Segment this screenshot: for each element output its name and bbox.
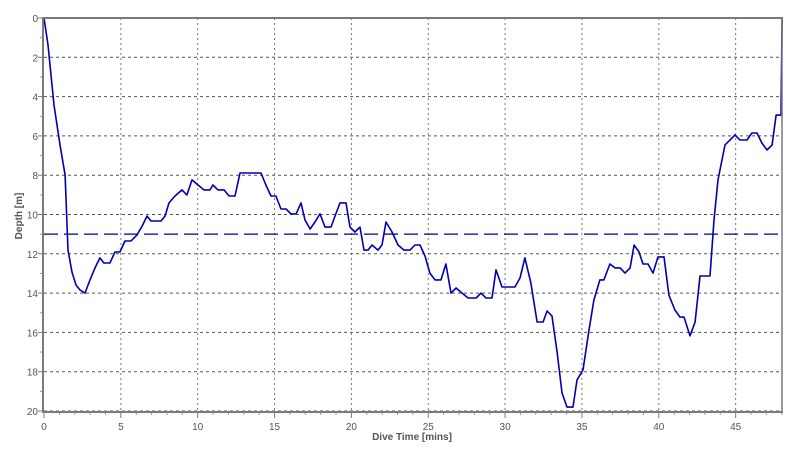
x-axis-tick-labels: 0 5 10 15 20 25 30 35 40 45 (41, 422, 741, 433)
y-tick-label: 12 (27, 250, 39, 261)
y-tick-label: 10 (27, 211, 39, 222)
x-tick-label: 0 (41, 422, 47, 433)
x-tick-label: 20 (346, 422, 358, 433)
y-tick-label: 4 (32, 93, 38, 104)
x-tick-label: 35 (576, 422, 588, 433)
y-axis-tick-labels: 0 2 4 6 8 10 12 14 16 18 20 (27, 14, 39, 418)
y-tick-label: 16 (27, 328, 39, 339)
y-tick-label: 14 (27, 289, 39, 300)
y-tick-label: 6 (32, 132, 38, 143)
x-tick-label: 15 (269, 422, 281, 433)
x-tick-label: 45 (730, 422, 742, 433)
x-tick-label: 25 (423, 422, 435, 433)
y-tick-label: 0 (32, 14, 38, 25)
x-tick-label: 5 (118, 422, 124, 433)
y-tick-label: 20 (27, 407, 39, 418)
x-tick-label: 40 (653, 422, 665, 433)
x-tick-label: 10 (192, 422, 204, 433)
x-tick-label: 30 (500, 422, 512, 433)
y-tick-label: 8 (32, 171, 38, 182)
y-tick-label: 2 (32, 53, 38, 64)
depth-profile-line (43, 17, 783, 408)
x-axis-title: Dive Time [mins] (372, 432, 452, 443)
grid-lines (44, 18, 782, 412)
y-tick-label: 18 (27, 368, 39, 379)
y-axis-title: Depth [m] (14, 193, 25, 240)
